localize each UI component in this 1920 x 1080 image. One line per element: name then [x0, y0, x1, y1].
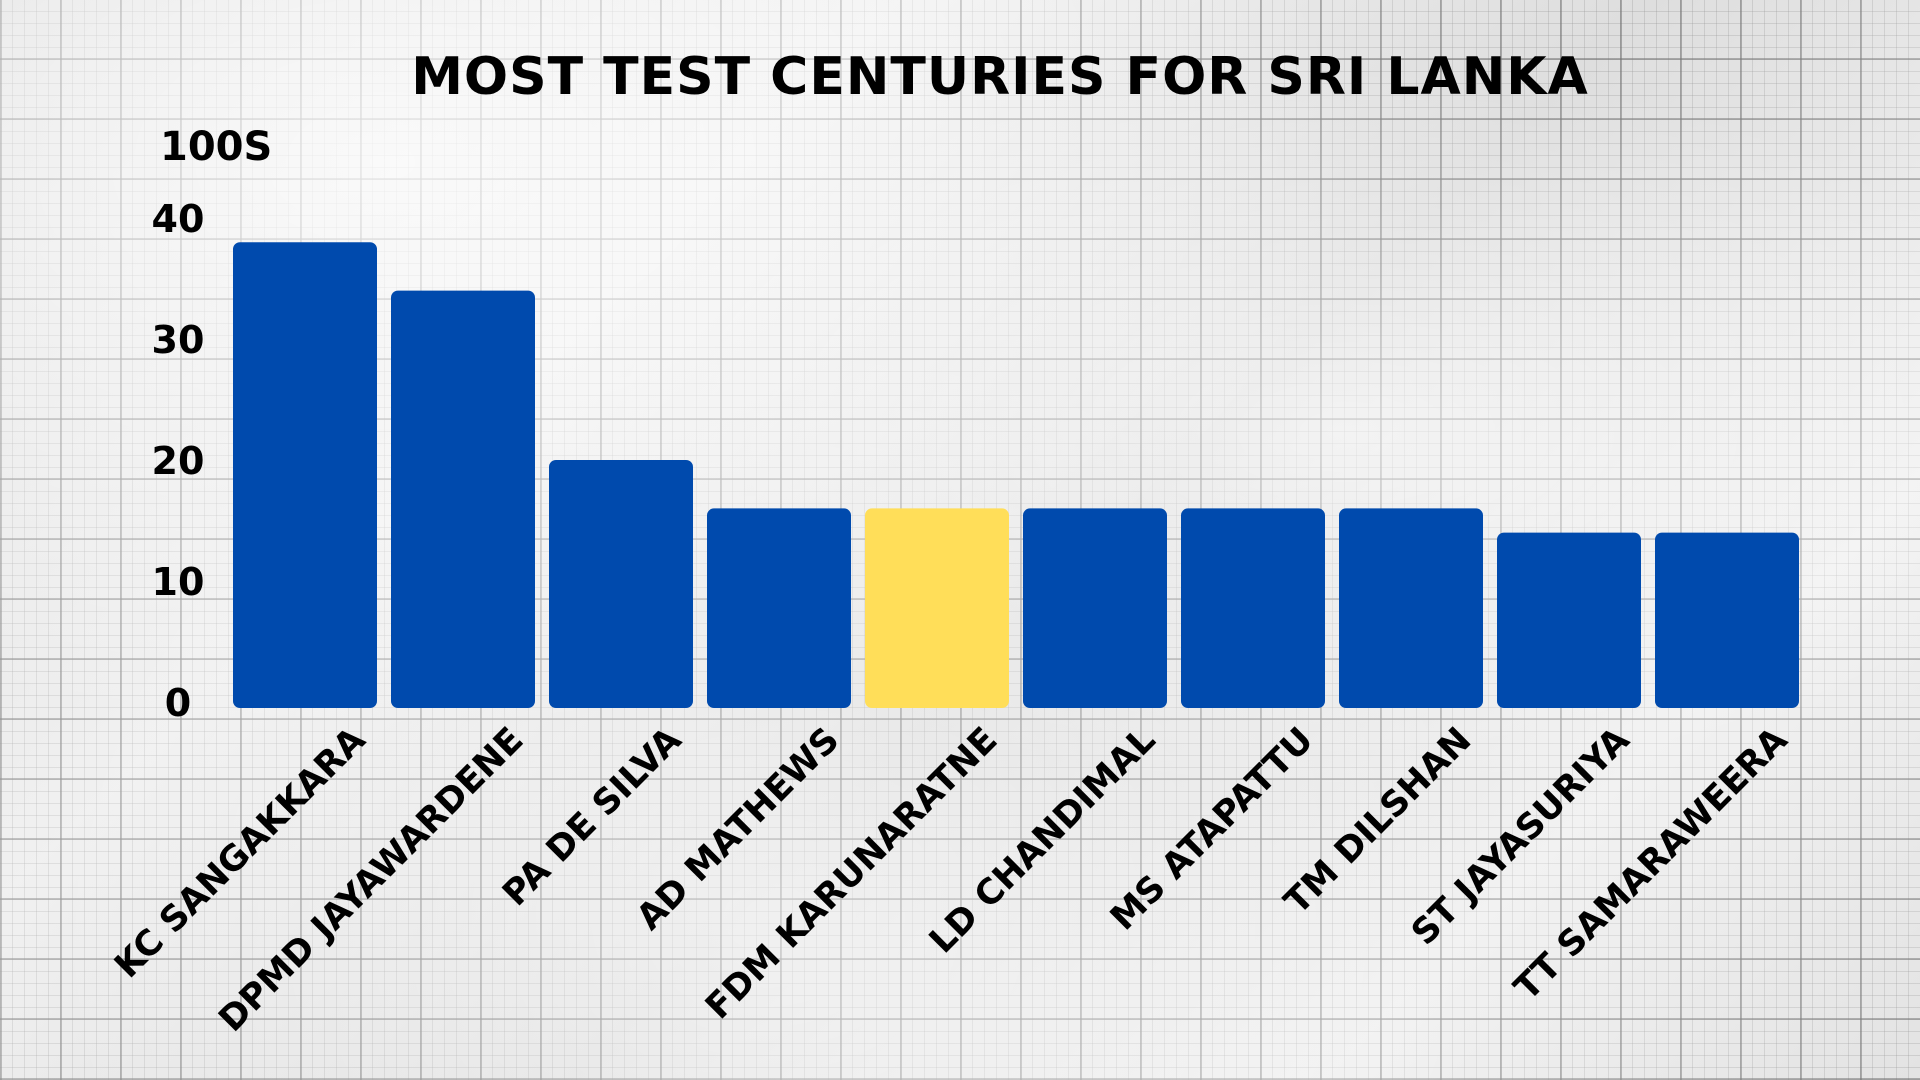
bar — [1497, 532, 1641, 708]
x-tick-label: DPMD JAYAWARDENE — [212, 720, 532, 1040]
bar — [865, 508, 1009, 708]
y-tick-label: 0 — [165, 681, 191, 725]
bar — [1181, 508, 1325, 708]
y-axis-label: 100S — [160, 124, 272, 170]
chart-title: MOST TEST CENTURIES FOR SRI LANKA — [411, 47, 1589, 107]
bar — [391, 290, 535, 708]
bar — [1655, 532, 1799, 708]
y-tick-label: 10 — [152, 560, 205, 604]
bars — [233, 242, 1799, 708]
bar — [549, 460, 693, 708]
bar — [1339, 508, 1483, 708]
y-tick-label: 40 — [152, 197, 205, 241]
x-tick-label: TT SAMARAWEERA — [1507, 720, 1795, 1008]
y-axis-ticks: 0 10 20 30 40 — [152, 197, 205, 725]
bar — [233, 242, 377, 708]
x-tick-label: FDM KARUNARATNE — [698, 720, 1005, 1027]
bar — [707, 508, 851, 708]
y-tick-label: 30 — [152, 318, 205, 362]
bar — [1023, 508, 1167, 708]
y-tick-label: 20 — [152, 439, 205, 483]
